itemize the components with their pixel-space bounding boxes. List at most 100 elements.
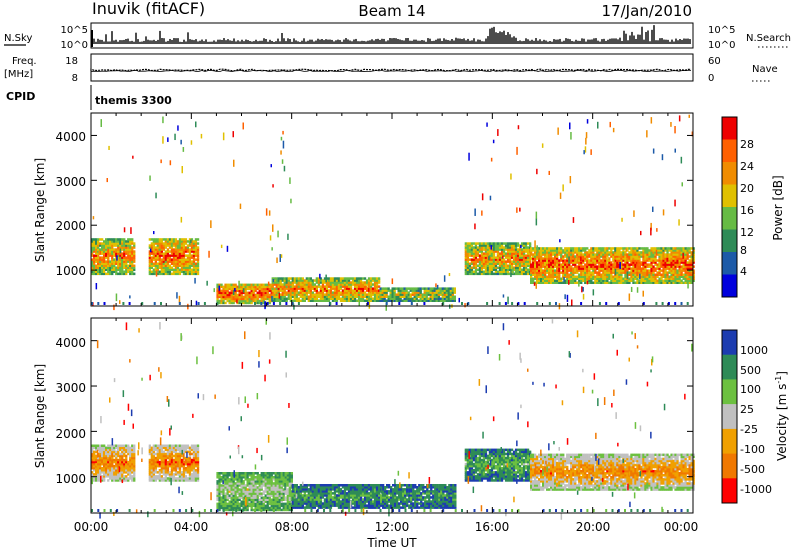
range-gate-cell: [449, 295, 452, 298]
range-gate-cell: [512, 260, 516, 263]
range-gate-cell: [566, 251, 569, 254]
range-gate-cell: [597, 121, 599, 129]
range-gate-cell: [425, 287, 428, 290]
range-gate-cell: [594, 271, 597, 274]
range-gate-cell: [254, 297, 257, 301]
range-gate-cell: [648, 251, 651, 254]
range-gate-cell: [162, 242, 165, 245]
range-gate-cell: [664, 263, 667, 266]
range-gate-cell: [650, 269, 653, 272]
range-gate-cell: [385, 291, 388, 294]
range-gate-cell: [560, 263, 563, 266]
range-gate-cell: [646, 273, 649, 276]
range-gate-cell: [293, 277, 296, 280]
range-gate-cell: [524, 242, 528, 245]
range-gate-cell: [628, 259, 631, 262]
range-gate-cell: [252, 293, 255, 297]
range-gate-cell: [534, 253, 537, 256]
range-gate-cell: [590, 249, 593, 252]
range-gate-cell: [363, 299, 367, 302]
range-gate-cell: [686, 302, 689, 305]
range-gate-cell: [99, 256, 102, 259]
range-gate-cell: [99, 471, 102, 474]
range-gate-cell: [686, 267, 689, 270]
range-gate-cell: [119, 300, 121, 304]
range-gate-cell: [540, 255, 543, 258]
range-gate-cell: [684, 277, 687, 280]
range-gate-cell: [305, 291, 308, 294]
range-gate-cell: [125, 450, 128, 454]
range-gate-cell: [178, 270, 182, 273]
range-gate-cell: [582, 269, 585, 272]
range-gate-cell: [385, 302, 388, 305]
range-gate-cell: [373, 297, 377, 300]
range-gate-cell: [540, 273, 543, 276]
range-gate-cell: [275, 295, 278, 298]
range-gate-cell: [646, 251, 649, 254]
range-gate-cell: [415, 295, 418, 298]
range-gate-cell: [95, 258, 98, 261]
range-gate-cell: [192, 258, 196, 261]
range-gate-cell: [606, 249, 609, 252]
range-gate-cell: [517, 125, 520, 130]
range-gate-cell: [486, 264, 490, 267]
range-gate-cell: [628, 263, 631, 266]
range-gate-cell: [115, 252, 118, 255]
range-gate-cell: [614, 275, 617, 278]
range-gate-cell: [262, 299, 265, 303]
range-gate-cell: [568, 256, 570, 264]
range-gate-cell: [164, 446, 167, 450]
range-gate-cell: [546, 247, 549, 250]
range-gate-cell: [642, 302, 645, 305]
range-gate-cell: [111, 250, 114, 253]
range-gate-cell: [148, 244, 151, 247]
range-gate-cell: [117, 262, 120, 265]
range-gate-cell: [684, 273, 687, 276]
range-gate-cell: [224, 293, 227, 297]
range-gate-cell: [226, 245, 229, 252]
range-gate-cell: [99, 450, 102, 454]
range-gate-cell: [421, 299, 424, 302]
range-gate-cell: [230, 287, 233, 291]
range-gate-cell: [98, 250, 100, 255]
range-gate-cell: [658, 261, 661, 264]
range-gate-cell: [97, 266, 100, 269]
range-gate-cell: [506, 246, 510, 249]
range-gate-cell: [95, 448, 98, 452]
range-gate-cell: [662, 209, 665, 216]
range-gate-cell: [101, 469, 104, 472]
range-gate-cell: [194, 250, 198, 253]
range-gate-cell: [107, 242, 110, 245]
range-gate-cell: [313, 289, 316, 292]
range-gate-cell: [634, 269, 637, 272]
range-gate-cell: [353, 295, 357, 298]
range-gate-cell: [588, 271, 591, 274]
range-gate-cell: [111, 473, 114, 476]
range-gate-cell: [182, 250, 186, 253]
range-gate-cell: [208, 250, 210, 258]
range-gate-cell: [526, 250, 530, 253]
range-gate-cell: [170, 252, 174, 255]
range-gate-cell: [256, 299, 259, 303]
range-gate-cell: [572, 255, 575, 258]
range-gate-cell: [536, 265, 539, 268]
range-gate-cell: [642, 273, 645, 276]
range-gate-cell: [391, 295, 394, 298]
range-gate-cell: [646, 259, 649, 262]
range-gate-cell: [622, 263, 625, 266]
range-gate-cell: [327, 291, 331, 294]
range-gate-cell: [674, 253, 677, 256]
range-gate-cell: [168, 250, 172, 253]
range-gate-cell: [510, 260, 514, 263]
range-gate-cell: [474, 208, 476, 216]
range-gate-cell: [514, 272, 518, 276]
range-gate-cell: [618, 281, 621, 284]
range-gate-cell: [162, 252, 165, 255]
range-gate-cell: [299, 287, 302, 290]
range-gate-cell: [178, 302, 181, 305]
range-gate-cell: [594, 257, 597, 260]
range-gate-cell: [327, 277, 331, 280]
range-gate-cell: [560, 271, 563, 274]
range-gate-cell: [530, 277, 533, 280]
range-gate-cell: [160, 456, 163, 460]
